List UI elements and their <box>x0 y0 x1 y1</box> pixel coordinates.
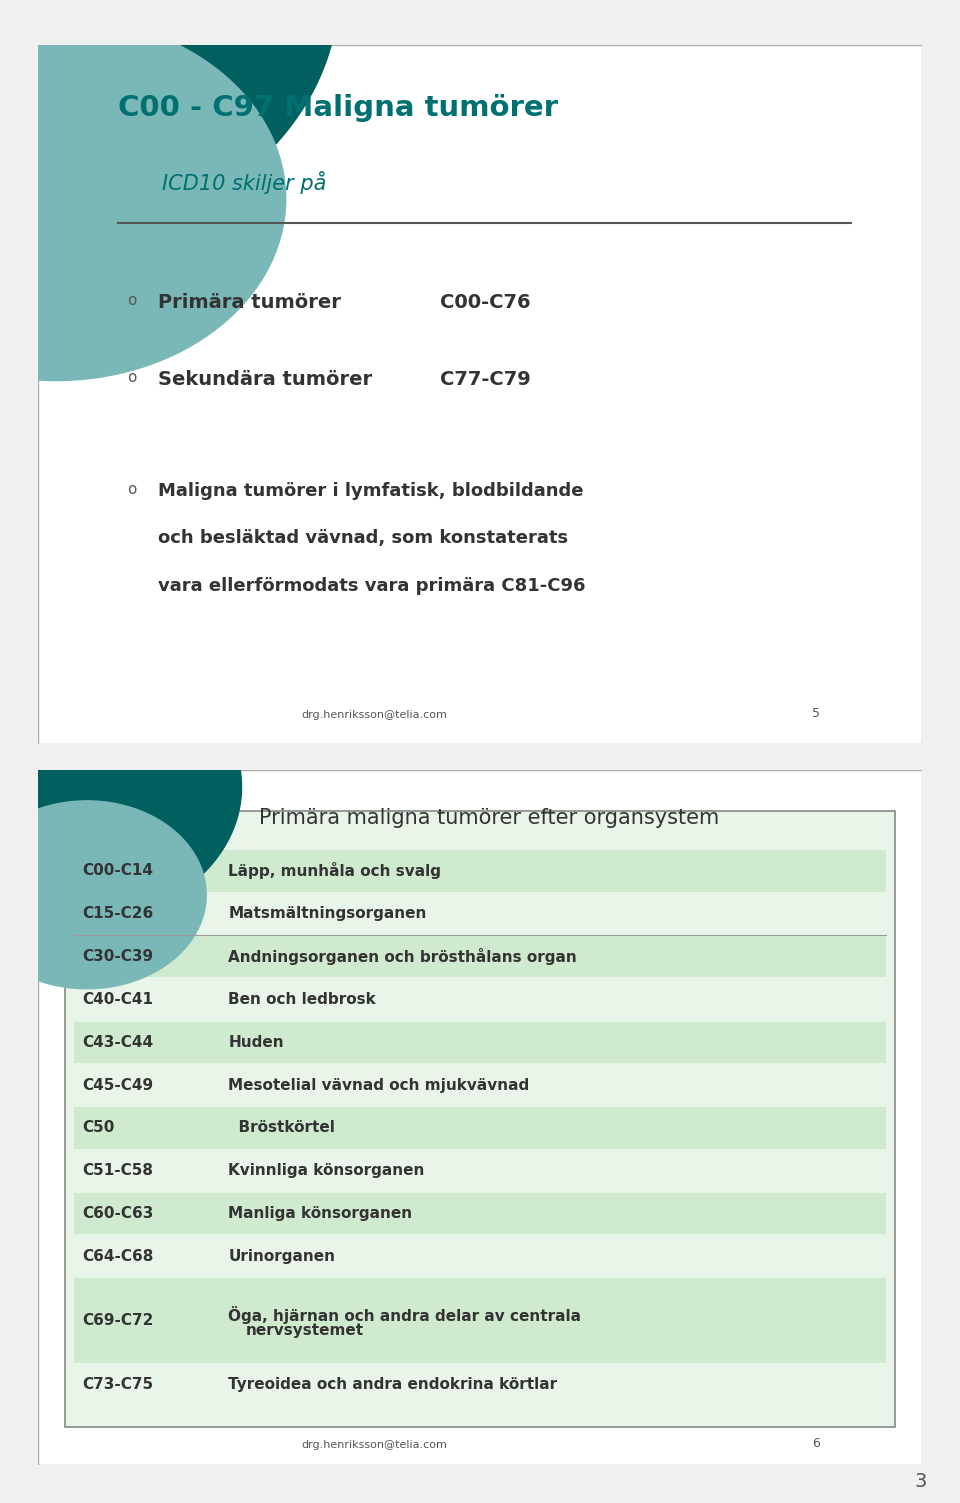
Text: Mesotelial vävnad och mjukvävnad: Mesotelial vävnad och mjukvävnad <box>228 1078 530 1093</box>
Text: Öga, hjärnan och andra delar av centrala: Öga, hjärnan och andra delar av centrala <box>228 1306 582 1324</box>
Text: drg.henriksson@telia.com: drg.henriksson@telia.com <box>301 709 447 720</box>
Text: Primära maligna tumörer efter organsystem: Primära maligna tumörer efter organsyste… <box>258 807 719 828</box>
Polygon shape <box>0 801 206 989</box>
Text: C30-C39: C30-C39 <box>83 948 154 963</box>
Text: C60-C63: C60-C63 <box>83 1205 154 1220</box>
Text: o: o <box>127 293 136 308</box>
Text: C73-C75: C73-C75 <box>83 1377 154 1392</box>
FancyBboxPatch shape <box>74 936 886 977</box>
Text: Urinorganen: Urinorganen <box>228 1249 335 1264</box>
Text: 6: 6 <box>811 1437 820 1450</box>
Text: drg.henriksson@telia.com: drg.henriksson@telia.com <box>301 1440 447 1450</box>
FancyBboxPatch shape <box>74 1193 886 1234</box>
Text: C15-C26: C15-C26 <box>83 906 154 921</box>
Text: C00-C14: C00-C14 <box>83 864 154 878</box>
Text: ICD10 skiljer på: ICD10 skiljer på <box>162 171 326 194</box>
FancyBboxPatch shape <box>74 1150 886 1192</box>
FancyBboxPatch shape <box>74 1108 886 1148</box>
FancyBboxPatch shape <box>74 893 886 935</box>
FancyBboxPatch shape <box>74 978 886 1021</box>
Text: och besläktad vävnad, som konstaterats: och besläktad vävnad, som konstaterats <box>157 529 567 547</box>
FancyBboxPatch shape <box>65 812 895 1428</box>
Text: Maligna tumörer i lymfatisk, blodbildande: Maligna tumörer i lymfatisk, blodbildand… <box>157 482 583 500</box>
Text: C40-C41: C40-C41 <box>83 992 154 1007</box>
Text: Manliga könsorganen: Manliga könsorganen <box>228 1205 413 1220</box>
Text: C51-C58: C51-C58 <box>83 1163 154 1178</box>
Text: Bröstkörtel: Bröstkörtel <box>228 1120 335 1135</box>
Text: 5: 5 <box>811 706 820 720</box>
Polygon shape <box>0 648 242 926</box>
Text: C45-C49: C45-C49 <box>83 1078 154 1093</box>
Text: Sekundära tumörer: Sekundära tumörer <box>157 370 372 389</box>
Text: C77-C79: C77-C79 <box>441 370 531 389</box>
Text: Matsmältningsorganen: Matsmältningsorganen <box>228 906 426 921</box>
Text: Primära tumörer: Primära tumörer <box>157 293 341 313</box>
Text: Huden: Huden <box>228 1034 284 1049</box>
FancyBboxPatch shape <box>74 1235 886 1278</box>
Text: o: o <box>127 370 136 385</box>
Text: Tyreoidea och andra endokrina körtlar: Tyreoidea och andra endokrina körtlar <box>228 1377 558 1392</box>
Text: Andningsorganen och brösthålans organ: Andningsorganen och brösthålans organ <box>228 948 577 965</box>
Text: C00-C76: C00-C76 <box>441 293 531 313</box>
FancyBboxPatch shape <box>74 1022 886 1063</box>
Text: vara ellerförmodats vara primära C81-C96: vara ellerförmodats vara primära C81-C96 <box>157 577 586 595</box>
Text: C64-C68: C64-C68 <box>83 1249 154 1264</box>
FancyBboxPatch shape <box>74 1279 886 1363</box>
FancyBboxPatch shape <box>74 851 886 891</box>
Text: o: o <box>127 482 136 497</box>
Text: Kvinnliga könsorganen: Kvinnliga könsorganen <box>228 1163 424 1178</box>
Text: C50: C50 <box>83 1120 115 1135</box>
FancyBboxPatch shape <box>38 45 922 744</box>
FancyBboxPatch shape <box>38 770 922 1465</box>
Polygon shape <box>0 0 339 254</box>
Text: Läpp, munhåla och svalg: Läpp, munhåla och svalg <box>228 863 442 879</box>
FancyBboxPatch shape <box>74 1365 886 1405</box>
Polygon shape <box>0 17 286 380</box>
Text: Ben och ledbrosk: Ben och ledbrosk <box>228 992 376 1007</box>
Text: C69-C72: C69-C72 <box>83 1314 154 1329</box>
Text: C43-C44: C43-C44 <box>83 1034 154 1049</box>
Text: nervsystemet: nervsystemet <box>246 1323 364 1338</box>
Text: 3: 3 <box>914 1471 926 1491</box>
FancyBboxPatch shape <box>74 1064 886 1106</box>
Text: C00 - C97 Maligna tumörer: C00 - C97 Maligna tumörer <box>118 95 558 122</box>
